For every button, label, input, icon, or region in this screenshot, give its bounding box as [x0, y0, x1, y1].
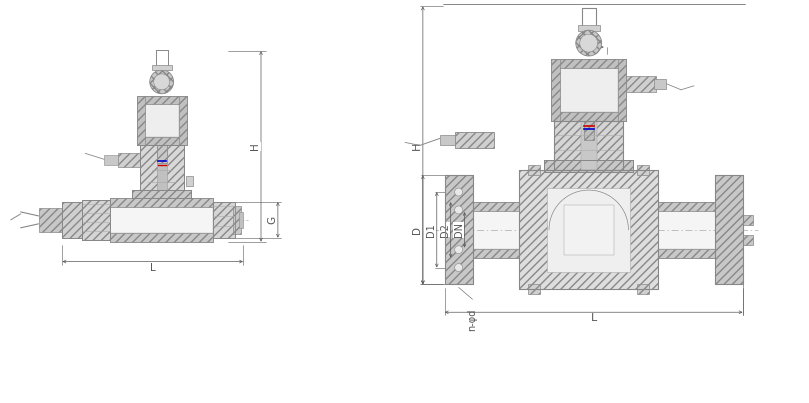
Bar	[140, 145, 184, 190]
Bar	[239, 212, 244, 228]
Bar	[132, 190, 192, 198]
Bar	[110, 198, 214, 242]
Circle shape	[455, 264, 463, 272]
Bar	[110, 207, 214, 233]
Circle shape	[150, 70, 174, 94]
Bar	[455, 133, 494, 148]
Bar	[39, 208, 62, 232]
Bar	[715, 175, 743, 285]
Bar	[743, 235, 752, 245]
Bar	[637, 285, 650, 294]
Bar	[233, 206, 241, 234]
Bar	[83, 200, 110, 240]
Bar	[145, 104, 179, 137]
Bar	[137, 96, 187, 145]
Bar	[554, 120, 624, 170]
Bar	[617, 59, 626, 120]
Bar	[578, 25, 599, 31]
Bar	[544, 160, 633, 172]
Bar	[157, 145, 167, 163]
Bar	[547, 188, 630, 272]
Bar	[472, 249, 715, 258]
Circle shape	[455, 246, 463, 253]
Text: L: L	[150, 262, 155, 272]
Bar	[440, 135, 455, 145]
Bar	[157, 145, 167, 190]
Bar	[519, 170, 659, 289]
Circle shape	[580, 34, 598, 52]
Bar	[137, 96, 145, 145]
Circle shape	[576, 30, 602, 56]
Bar	[185, 176, 193, 186]
Bar	[83, 200, 110, 240]
Bar	[472, 212, 715, 248]
Bar	[581, 120, 597, 170]
Text: D: D	[412, 226, 422, 234]
Text: H: H	[250, 143, 260, 150]
Bar	[551, 112, 626, 120]
Text: DN: DN	[454, 222, 464, 237]
Bar	[62, 202, 83, 238]
Bar	[152, 65, 172, 70]
Bar	[519, 170, 659, 289]
Bar	[118, 153, 140, 167]
Bar	[743, 215, 752, 225]
Bar	[654, 79, 666, 89]
Bar	[551, 59, 626, 120]
Bar	[551, 59, 626, 68]
Bar	[564, 205, 613, 255]
Bar	[528, 165, 540, 175]
Text: D2: D2	[440, 223, 450, 237]
Bar	[179, 96, 187, 145]
Bar	[560, 68, 617, 112]
Bar	[104, 155, 118, 165]
Bar	[110, 233, 214, 242]
Bar	[554, 120, 624, 170]
Text: G: G	[267, 216, 277, 224]
Bar	[472, 202, 715, 211]
Bar	[626, 76, 656, 92]
Text: L: L	[591, 313, 597, 323]
Text: f: f	[596, 36, 599, 46]
Bar	[110, 198, 214, 207]
Text: D1: D1	[426, 223, 436, 237]
Bar	[214, 202, 235, 238]
Bar	[445, 175, 472, 285]
Bar	[544, 160, 633, 172]
Circle shape	[455, 188, 463, 196]
Bar	[137, 96, 187, 104]
Bar	[715, 175, 743, 285]
Bar	[140, 145, 184, 190]
Bar	[214, 202, 235, 238]
Text: H: H	[412, 141, 422, 150]
Bar	[528, 285, 540, 294]
Bar	[637, 165, 650, 175]
Bar	[584, 120, 594, 140]
Bar	[551, 59, 560, 120]
Bar	[137, 137, 187, 145]
Circle shape	[154, 74, 170, 90]
Bar	[62, 202, 83, 238]
Text: n-φd: n-φd	[468, 308, 477, 330]
Bar	[132, 190, 192, 198]
Circle shape	[455, 206, 463, 214]
Bar	[472, 202, 715, 258]
Bar	[445, 175, 472, 285]
